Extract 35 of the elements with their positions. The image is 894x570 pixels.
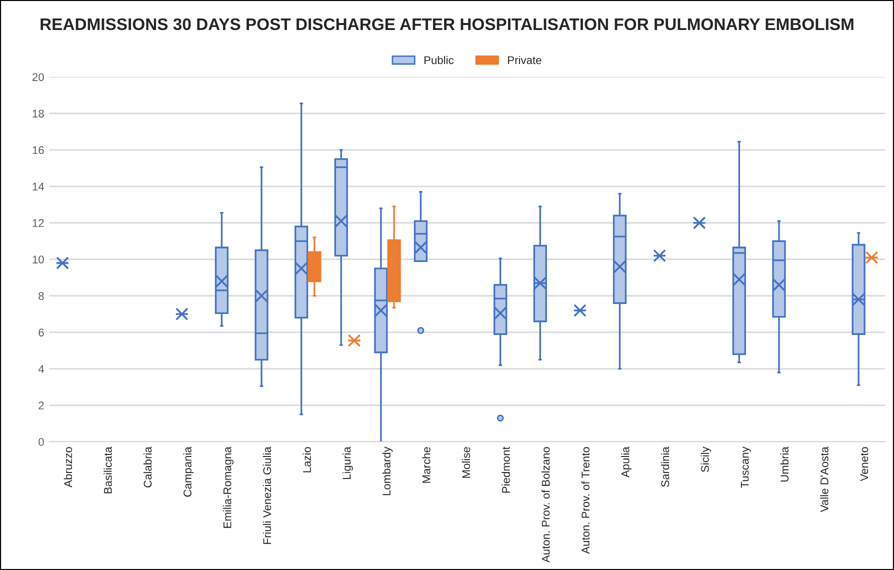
x-tick-label: Lombardy [382,446,393,496]
x-tick-label: Piedmont [502,446,510,493]
x-tick-label: Apulia [621,446,632,478]
legend-label: Public [424,56,454,64]
x-tick-label: Sardinia [660,446,670,487]
x-tick-label: Calabria [144,446,152,488]
y-tick-label: 8 [38,292,44,300]
y-tick-label: 14 [32,182,44,190]
x-tick-label: Lazio [302,447,311,472]
y-tick-label: 12 [32,219,44,227]
x-tick-label: Basilicata [104,446,112,494]
x-tick-label: Marche [422,447,430,483]
y-tick-label: 6 [38,328,44,336]
x-tick-label: Abruzzo [64,447,72,488]
y-tick-label: 4 [38,365,44,373]
x-tick-label: Auton. Prov. of Trento [581,447,590,554]
y-tick-label: 10 [32,256,44,264]
legend-label: Private [508,56,542,64]
x-tick-label: Friuli Venezia Giulia [262,446,272,544]
y-tick-label: 2 [38,402,44,410]
y-tick-label: 20 [32,73,44,82]
x-tick-label: Campania [183,446,194,497]
x-tick-label: Umbria [780,446,789,482]
x-tick-label: Liguria [342,446,353,480]
x-tick-label: Valle D'Aosta [820,446,828,512]
x-tick-label: Veneto [860,447,868,482]
x-tick-label: Tuscany [740,446,751,488]
y-tick-label: 18 [32,110,44,118]
x-tick-label: Auton. Prov. of Bolzano [542,447,550,562]
chart-title: READMISSIONS 30 DAYS POST DISCHARGE AFTER HOSPITALISATION FOR PULMONARY EMBOLISM [40,18,854,30]
y-tick-label: 16 [32,146,44,154]
x-tick-label: Emilia-Romagna [223,446,234,528]
x-tick-label: Sicily [700,446,712,472]
y-tick-label: 0 [38,438,44,446]
x-tick-label: Molise [462,447,470,478]
